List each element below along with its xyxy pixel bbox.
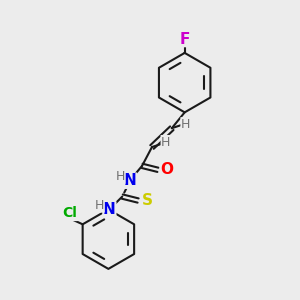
Text: H: H xyxy=(181,118,190,131)
Text: N: N xyxy=(103,202,116,217)
Text: F: F xyxy=(179,32,190,46)
Text: O: O xyxy=(160,162,173,177)
Text: S: S xyxy=(142,193,152,208)
Text: N: N xyxy=(124,173,136,188)
Text: H: H xyxy=(116,170,125,183)
Text: H: H xyxy=(161,136,170,148)
Text: Cl: Cl xyxy=(63,206,78,220)
Text: H: H xyxy=(95,199,104,212)
